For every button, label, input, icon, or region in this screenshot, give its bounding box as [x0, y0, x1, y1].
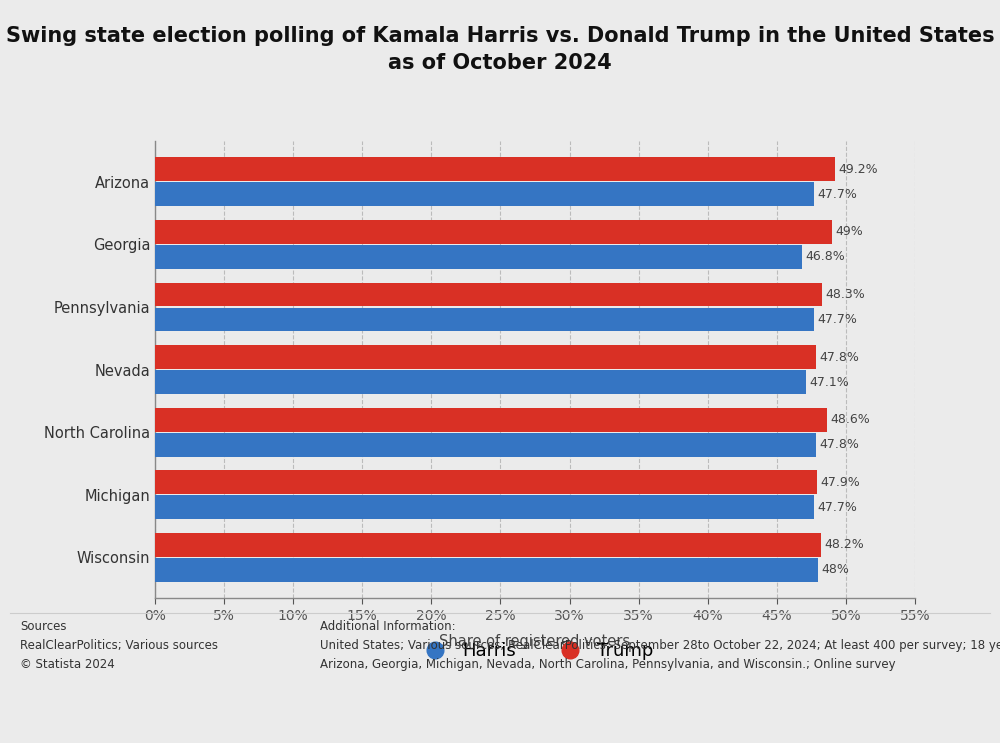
Text: 47.1%: 47.1%: [809, 376, 849, 389]
Bar: [155, 558, 818, 582]
Bar: [155, 408, 827, 432]
Bar: [155, 533, 821, 557]
Bar: [155, 433, 816, 457]
Text: 48.3%: 48.3%: [826, 288, 866, 301]
Text: 49.2%: 49.2%: [838, 163, 878, 176]
Bar: [155, 245, 802, 269]
Text: 47.7%: 47.7%: [818, 188, 857, 201]
Bar: [155, 370, 806, 394]
Text: 47.7%: 47.7%: [818, 313, 857, 326]
Text: Swing state election polling of Kamala Harris vs. Donald Trump in the United Sta: Swing state election polling of Kamala H…: [6, 26, 994, 46]
Bar: [155, 158, 835, 181]
Bar: [155, 470, 817, 494]
Text: 48%: 48%: [822, 563, 850, 577]
Text: Sources
RealClearPolitics; Various sources
© Statista 2024: Sources RealClearPolitics; Various sourc…: [20, 620, 218, 672]
Bar: [155, 308, 814, 331]
Bar: [155, 282, 822, 306]
Legend: Harris, Trump: Harris, Trump: [408, 633, 662, 669]
Text: 47.8%: 47.8%: [819, 351, 859, 363]
Text: 47.9%: 47.9%: [820, 476, 860, 489]
Text: 46.8%: 46.8%: [805, 250, 845, 264]
Text: 48.2%: 48.2%: [824, 539, 864, 551]
Text: 48.6%: 48.6%: [830, 413, 870, 426]
Text: 47.8%: 47.8%: [819, 438, 859, 451]
Bar: [155, 496, 814, 519]
Bar: [155, 183, 814, 207]
Text: 47.7%: 47.7%: [818, 501, 857, 514]
Text: 49%: 49%: [836, 225, 863, 239]
X-axis label: Share of registered voters: Share of registered voters: [439, 634, 631, 649]
Text: as of October 2024: as of October 2024: [388, 53, 612, 74]
Bar: [155, 220, 832, 244]
Bar: [155, 345, 816, 369]
Text: Additional Information:
United States; Various sources; RealClearPolitics; Septe: Additional Information: United States; V…: [320, 620, 1000, 672]
